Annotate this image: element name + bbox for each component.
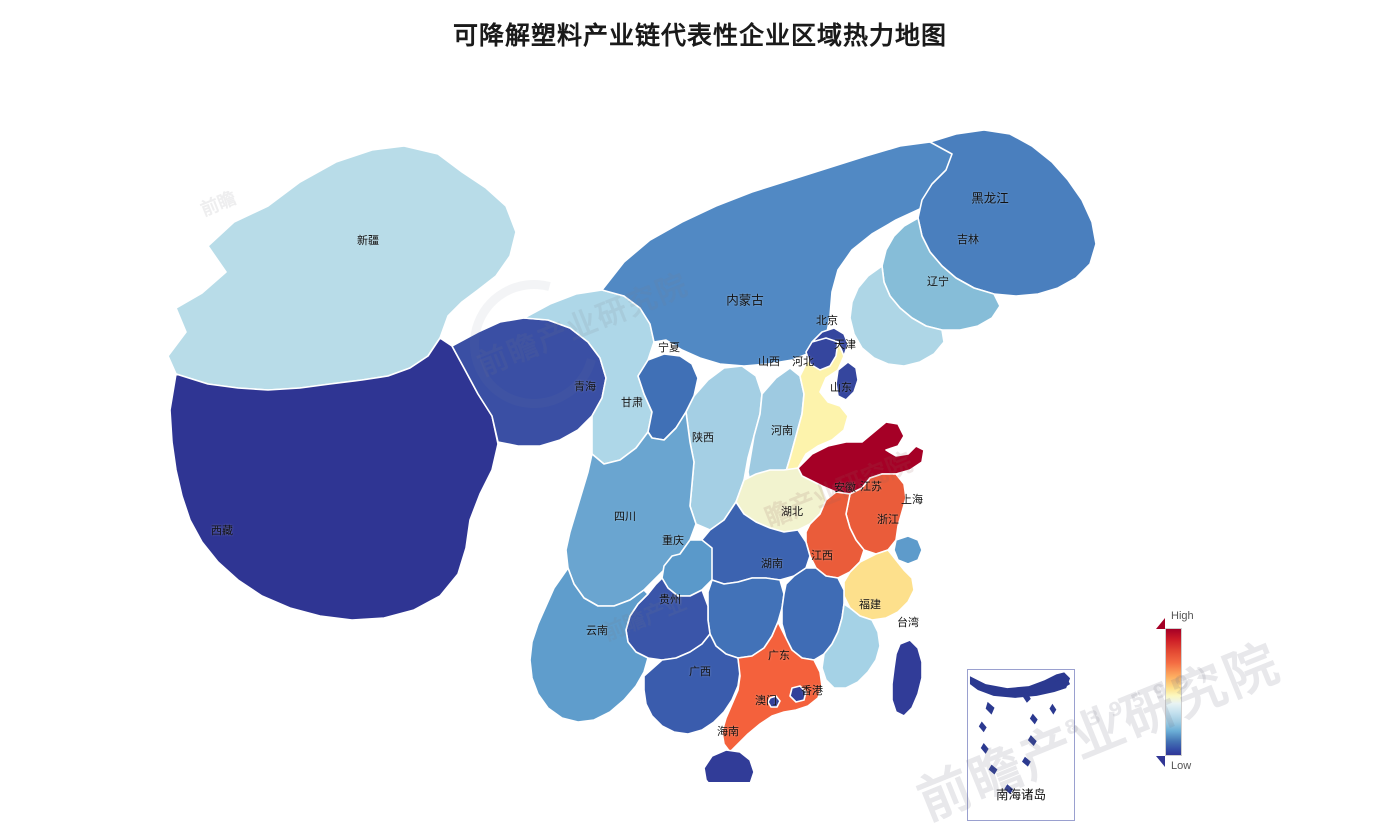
colorbar-legend[interactable]: High Low [1156,610,1217,775]
colorbar-low-cap [1156,756,1165,767]
province-taiwan[interactable] [891,639,923,717]
map-page: 可降解塑料产业链代表性企业区域热力地图 [167,21,1290,833]
province-hainan[interactable] [703,749,755,782]
province-heilongjiang[interactable] [917,129,1097,297]
province-liaoning[interactable] [849,265,945,367]
page-title: 可降解塑料产业链代表性企业区域热力地图 [452,21,947,50]
colorbar-gradient [1165,628,1182,756]
province-beijing[interactable] [805,327,849,371]
inset-label: 南海诸岛 [995,787,1047,802]
province-guangxi[interactable] [643,633,741,735]
province-aomen[interactable] [767,695,781,708]
province-shanghai[interactable] [893,535,923,565]
colorbar-low-label: Low [1171,760,1192,772]
colorbar-high-label: High [1171,610,1194,622]
province-tianjin[interactable] [835,361,859,401]
province-shapes [167,129,1097,782]
south-china-sea-inset[interactable]: 南海诸岛 [967,669,1075,821]
china-map-svg [167,129,1097,782]
nine-dash-line-svg [969,672,1071,795]
province-xianggang[interactable] [789,685,807,703]
province-guangdong[interactable] [721,621,823,753]
province-yunnan[interactable] [529,567,649,723]
colorbar-high-cap [1156,618,1165,629]
province-neimenggu[interactable] [601,141,965,367]
province-xizang[interactable] [169,337,499,621]
province-jilin[interactable] [881,217,1001,331]
province-fujian[interactable] [821,603,881,689]
